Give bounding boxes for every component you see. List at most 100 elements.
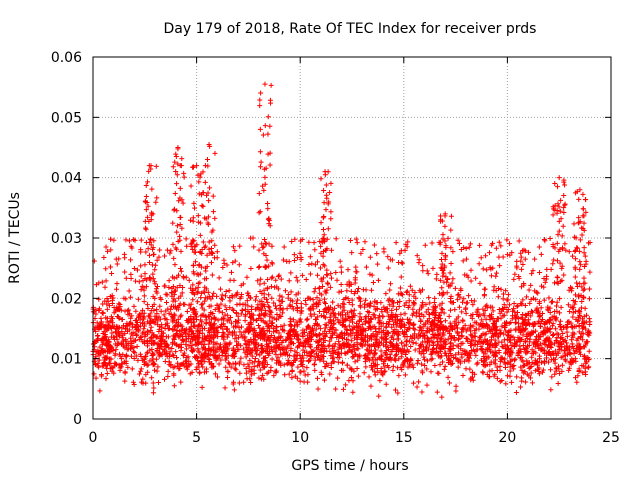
data-point — [424, 366, 430, 372]
data-point — [221, 316, 227, 322]
data-point — [476, 261, 482, 267]
data-point — [421, 357, 427, 363]
data-point — [354, 345, 360, 351]
data-point — [102, 360, 108, 366]
data-point — [293, 300, 299, 306]
data-point — [128, 343, 134, 349]
data-point — [407, 283, 413, 289]
data-point — [403, 349, 409, 355]
data-point — [407, 320, 413, 326]
data-point — [121, 338, 127, 344]
data-point — [431, 340, 437, 346]
data-point — [413, 295, 419, 301]
data-point — [582, 365, 588, 371]
data-point — [490, 308, 496, 314]
data-point — [151, 319, 157, 325]
data-point — [270, 337, 276, 343]
data-point — [241, 379, 247, 385]
data-point — [458, 286, 464, 292]
data-point — [414, 384, 420, 390]
data-point — [137, 311, 143, 317]
data-point — [249, 372, 255, 378]
data-point — [177, 314, 183, 320]
data-point — [255, 278, 261, 284]
data-point — [514, 263, 520, 269]
data-point — [321, 275, 327, 281]
data-point — [172, 326, 178, 332]
data-point — [264, 286, 270, 292]
data-point — [557, 260, 563, 266]
data-point — [520, 343, 526, 349]
data-point — [140, 307, 146, 313]
data-point — [314, 333, 320, 339]
data-point — [576, 215, 582, 221]
data-point — [385, 254, 391, 260]
data-point — [540, 369, 546, 375]
data-point — [266, 215, 272, 221]
data-point — [442, 363, 448, 369]
data-point — [333, 386, 339, 392]
data-point — [459, 309, 465, 315]
data-point — [563, 247, 569, 253]
data-point — [559, 265, 565, 271]
data-point — [344, 362, 350, 368]
data-point — [188, 243, 194, 249]
data-point — [177, 283, 183, 289]
data-point — [142, 332, 148, 338]
data-point — [364, 302, 370, 308]
data-point — [558, 354, 564, 360]
data-point — [367, 271, 373, 277]
data-point — [119, 361, 125, 367]
data-point — [206, 359, 212, 365]
data-point — [147, 260, 153, 266]
data-point — [330, 299, 336, 305]
data-point — [521, 346, 527, 352]
data-point — [507, 241, 513, 247]
data-point — [234, 302, 240, 308]
data-point — [488, 314, 494, 320]
data-point — [439, 322, 445, 328]
data-point — [374, 336, 380, 342]
data-point — [459, 352, 465, 358]
data-point — [482, 336, 488, 342]
data-point — [206, 246, 212, 252]
data-point — [311, 311, 317, 317]
data-point — [324, 236, 330, 242]
data-point — [328, 209, 334, 215]
data-point — [124, 353, 130, 359]
data-point — [448, 227, 454, 233]
data-point — [257, 149, 263, 155]
data-point — [315, 344, 321, 350]
data-point — [128, 338, 134, 344]
data-point — [252, 345, 258, 351]
data-point — [177, 265, 183, 271]
data-point — [128, 315, 134, 321]
data-point — [383, 348, 389, 354]
data-point — [516, 350, 522, 356]
data-point — [579, 232, 585, 238]
data-point — [154, 290, 160, 296]
data-point — [269, 243, 275, 249]
data-point — [326, 342, 332, 348]
data-point — [445, 374, 451, 380]
data-point — [435, 331, 441, 337]
data-point — [375, 315, 381, 321]
data-point — [175, 306, 181, 312]
data-point — [436, 370, 442, 376]
data-point — [327, 371, 333, 377]
data-point — [552, 371, 558, 377]
data-point — [170, 315, 176, 321]
data-point — [172, 190, 178, 196]
data-point — [577, 266, 583, 272]
data-point — [537, 269, 543, 275]
data-point — [123, 296, 129, 302]
data-point — [436, 239, 442, 245]
data-point — [278, 334, 284, 340]
data-point — [366, 343, 372, 349]
data-point — [445, 276, 451, 282]
data-point — [505, 292, 511, 298]
data-point — [417, 343, 423, 349]
data-point — [177, 233, 183, 239]
data-point — [467, 322, 473, 328]
data-point — [269, 295, 275, 301]
